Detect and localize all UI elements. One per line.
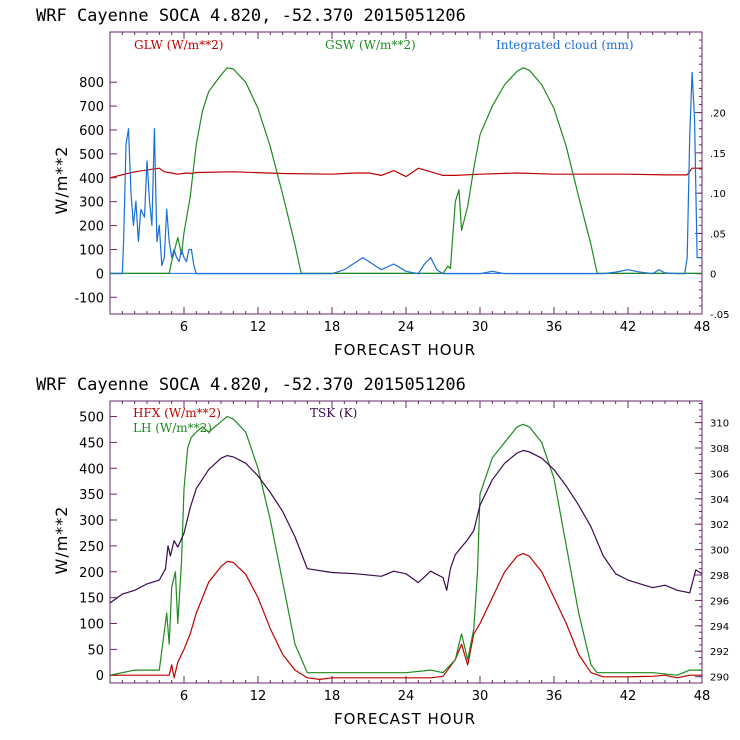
x-tick-label: 30	[472, 689, 489, 704]
bottom-x-axis-label: FORECAST HOUR	[334, 710, 476, 728]
series-line-cloud	[110, 71, 702, 275]
legend-tsk: TSK (K)	[310, 406, 357, 420]
y2-tick-label: .10	[710, 189, 726, 200]
chart-bottom: WRF Cayenne SOCA 4.820, -52.370 20150512…	[36, 375, 729, 728]
y-tick-label: 200	[79, 566, 104, 581]
y2-tick-label: 310	[710, 419, 729, 430]
y-tick-label: -100	[74, 291, 104, 306]
x-tick-label: 18	[324, 320, 341, 335]
y2-tick-label: 306	[710, 469, 729, 480]
y2-tick-label: 296	[710, 596, 729, 607]
x-tick-label: 48	[694, 320, 711, 335]
bottom-y-axis-label: W/m**2	[52, 506, 71, 575]
y-tick-label: 0	[96, 669, 104, 684]
x-tick-label: 30	[472, 320, 489, 335]
top-chart-title: WRF Cayenne SOCA 4.820, -52.370 20150512…	[36, 6, 466, 26]
y2-tick-label: 0	[710, 270, 716, 281]
y2-tick-label: .05	[710, 229, 726, 240]
x-tick-label: 12	[250, 320, 267, 335]
x-tick-label: 42	[620, 320, 637, 335]
top-y-axis-label: W/m**2	[52, 146, 71, 215]
legend-glw: GLW (W/m**2)	[134, 38, 223, 52]
y-tick-label: 250	[79, 540, 104, 555]
legend-hfx: HFX (W/m**2)	[133, 406, 221, 420]
y-tick-label: 400	[79, 172, 104, 187]
legend-gsw: GSW (W/m**2)	[325, 38, 416, 52]
y2-tick-label: 298	[710, 571, 729, 582]
x-tick-label: 36	[546, 320, 563, 335]
y-tick-label: 450	[79, 436, 104, 451]
x-tick-label: 24	[398, 320, 415, 335]
y-tick-label: 50	[87, 643, 104, 658]
y-tick-label: 100	[79, 617, 104, 632]
y2-tick-label: 300	[710, 546, 729, 557]
x-tick-label: 6	[180, 320, 188, 335]
x-tick-label: 48	[694, 689, 711, 704]
bottom-chart-title: WRF Cayenne SOCA 4.820, -52.370 20150512…	[36, 375, 466, 395]
series-line-gsw	[110, 67, 702, 274]
y-tick-label: 800	[79, 76, 104, 91]
y2-tick-label: 304	[710, 495, 729, 506]
x-tick-label: 36	[546, 689, 563, 704]
y-tick-label: 400	[79, 462, 104, 477]
x-tick-label: 6	[180, 689, 188, 704]
y-tick-label: 500	[79, 148, 104, 163]
series-line-tsk	[109, 449, 703, 604]
y2-tick-label: 294	[710, 622, 729, 633]
y-tick-label: 100	[79, 243, 104, 258]
y2-tick-label: -.05	[710, 310, 730, 321]
y-tick-label: 500	[79, 411, 104, 426]
legend-cloud: Integrated cloud (mm)	[496, 38, 634, 52]
legend-lh: LH (W/m**2)	[133, 421, 212, 435]
x-tick-label: 18	[324, 689, 341, 704]
y2-tick-label: 308	[710, 444, 729, 455]
y-tick-label: 350	[79, 488, 104, 503]
x-tick-label: 12	[250, 689, 267, 704]
y-tick-label: 150	[79, 592, 104, 607]
y-tick-label: 0	[96, 267, 104, 282]
top-x-axis-label: FORECAST HOUR	[334, 341, 476, 359]
y2-tick-label: 292	[710, 647, 729, 658]
y-tick-label: 700	[79, 100, 104, 115]
y2-tick-label: .20	[710, 109, 726, 120]
chart-top: WRF Cayenne SOCA 4.820, -52.370 20150512…	[36, 6, 730, 359]
x-tick-label: 42	[620, 689, 637, 704]
y-tick-label: 200	[79, 220, 104, 235]
y2-tick-label: 302	[710, 520, 729, 531]
series-line-lh	[109, 415, 702, 676]
y-tick-label: 300	[79, 514, 104, 529]
y-tick-label: 600	[79, 124, 104, 139]
series-line-glw	[109, 167, 702, 179]
bottom-plot-frame	[109, 400, 703, 684]
y-tick-label: 300	[79, 196, 104, 211]
y2-tick-label: 290	[710, 673, 729, 684]
y2-tick-label: .15	[710, 149, 726, 160]
x-tick-label: 24	[398, 689, 415, 704]
series-line-hfx	[110, 553, 702, 680]
